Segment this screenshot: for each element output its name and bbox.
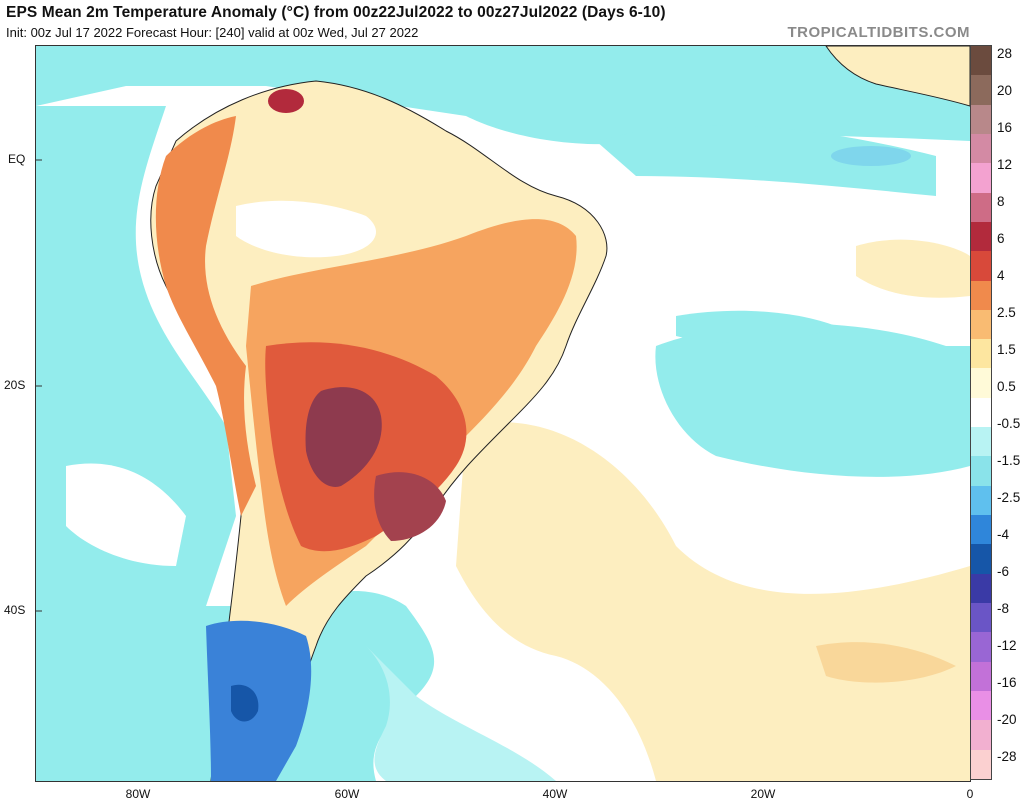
- colorbar-label: 28: [997, 46, 1013, 61]
- colorbar-segment: [971, 661, 991, 691]
- colorbar-label: -4: [997, 527, 1010, 542]
- chart-title: EPS Mean 2m Temperature Anomaly (°C) fro…: [6, 4, 666, 21]
- colorbar-label: 2.5: [997, 305, 1016, 320]
- colorbar-label: -20: [997, 712, 1017, 727]
- anomaly-cool-atlantic-mid: [655, 323, 970, 477]
- anomaly-warm-patch-se: [816, 642, 956, 683]
- colorbar-segment: [971, 75, 991, 105]
- colorbar-segment: [971, 573, 991, 603]
- colorbar-label: -2.5: [997, 490, 1021, 505]
- anomaly-warm-atlantic-south: [456, 422, 970, 781]
- map-svg: [36, 46, 970, 781]
- colorbar-segment: [971, 397, 991, 428]
- anomaly-warm-venezuela: [268, 89, 304, 113]
- colorbar-label: -16: [997, 675, 1017, 690]
- colorbar-label: -12: [997, 638, 1017, 653]
- colorbar-segment: [971, 515, 991, 545]
- colorbar-segment: [971, 632, 991, 662]
- colorbar-label: 4: [997, 268, 1005, 283]
- anomaly-cold-core: [231, 684, 259, 722]
- colorbar: [970, 45, 992, 780]
- anomaly-warm-max-south: [374, 472, 446, 541]
- anomaly-warm-andes: [155, 116, 256, 516]
- lat-label-20s: 20S: [4, 378, 26, 392]
- colorbar-segment: [971, 749, 991, 779]
- colorbar-label: 16: [997, 120, 1013, 135]
- colorbar-label: -0.5: [997, 416, 1021, 431]
- colorbar-label: 12: [997, 157, 1013, 172]
- colorbar-segment: [971, 163, 991, 193]
- colorbar-label: -1.5: [997, 453, 1021, 468]
- colorbar-segment: [971, 602, 991, 633]
- anomaly-cool-north: [36, 46, 970, 145]
- anomaly-cold-patagonia: [206, 620, 312, 781]
- colorbar-label: -8: [997, 601, 1010, 616]
- colorbar-segment: [971, 192, 991, 222]
- colorbar-segment: [971, 221, 991, 252]
- continent-africa: [825, 46, 970, 107]
- colorbar-label: -28: [997, 749, 1017, 764]
- colorbar-segment: [971, 368, 991, 398]
- lon-label-40w: 40W: [542, 787, 568, 801]
- colorbar-segment: [971, 309, 991, 340]
- colorbar-segment: [971, 456, 991, 486]
- colorbar-segment: [971, 427, 991, 457]
- colorbar-label: -6: [997, 564, 1010, 579]
- colorbar-segment: [971, 46, 991, 76]
- colorbar-label: 8: [997, 194, 1005, 209]
- anomaly-map: [35, 45, 971, 782]
- anomaly-cool-atlantic-north: [596, 125, 936, 196]
- anomaly-neutral-amazon: [236, 200, 376, 258]
- brand-watermark: TROPICALTIDBITS.COM: [787, 24, 970, 41]
- lon-label-60w: 60W: [334, 787, 360, 801]
- lon-label-0: 0: [966, 787, 974, 801]
- lon-label-20w: 20W: [750, 787, 776, 801]
- colorbar-label: 0.5: [997, 379, 1016, 394]
- anomaly-cool-spot: [831, 146, 911, 166]
- colorbar-segment: [971, 690, 991, 721]
- lat-label-eq: EQ: [8, 152, 26, 166]
- anomaly-cool-south-light: [366, 646, 556, 781]
- colorbar-segment: [971, 339, 991, 369]
- colorbar-label: 1.5: [997, 342, 1016, 357]
- colorbar-segment: [971, 485, 991, 515]
- colorbar-segment: [971, 104, 991, 134]
- colorbar-label: 6: [997, 231, 1005, 246]
- lon-label-80w: 80W: [125, 787, 151, 801]
- chart-subtitle: Init: 00z Jul 17 2022 Forecast Hour: [24…: [6, 25, 419, 40]
- anomaly-warm-atlantic-east: [856, 239, 970, 298]
- lat-label-40s: 40S: [4, 603, 26, 617]
- colorbar-segment: [971, 280, 991, 310]
- colorbar-segment: [971, 544, 991, 574]
- colorbar-segment: [971, 251, 991, 281]
- anomaly-warm-max: [305, 387, 382, 487]
- anomaly-cool-atlantic-patch: [676, 310, 836, 343]
- colorbar-segment: [971, 720, 991, 750]
- colorbar-segment: [971, 133, 991, 164]
- anomaly-neutral-pacific: [66, 463, 186, 566]
- colorbar-label: 20: [997, 83, 1013, 98]
